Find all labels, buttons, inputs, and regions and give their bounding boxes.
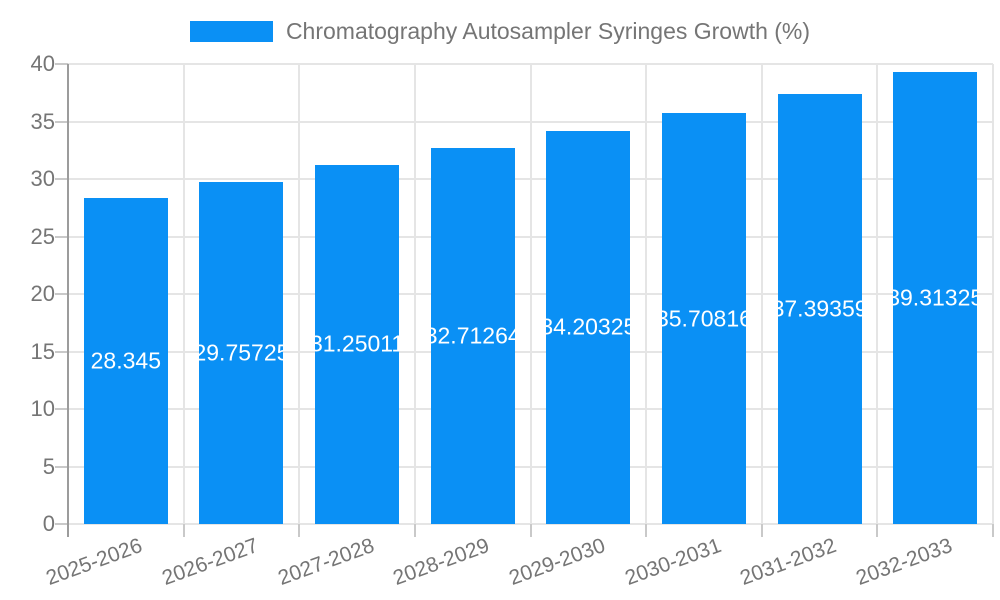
v-gridline xyxy=(645,64,648,524)
x-axis-tick xyxy=(645,524,648,537)
v-gridline xyxy=(876,64,879,524)
y-tick-label: 35 xyxy=(30,108,55,134)
y-axis-tick xyxy=(55,408,68,410)
x-tick-label: 2029-2030 xyxy=(505,534,609,590)
bar: 31.25011 xyxy=(315,164,400,524)
bar: 37.39359 xyxy=(777,93,862,524)
y-tick-label: 15 xyxy=(30,338,55,364)
bar-value-label: 32.71264 xyxy=(430,322,515,349)
chart-title: Chromatography Autosampler Syringes Grow… xyxy=(285,18,811,44)
y-axis-tick xyxy=(55,63,68,65)
bar: 28.345 xyxy=(83,198,168,524)
v-gridline xyxy=(413,64,416,524)
x-tick-label: 2028-2029 xyxy=(390,534,493,590)
bar-value-label: 35.70816 xyxy=(661,305,746,332)
y-axis-tick xyxy=(55,465,68,468)
bar: 32.71264 xyxy=(430,147,515,524)
y-tick-label: 5 xyxy=(42,453,55,479)
bar: 34.20325 xyxy=(546,130,631,524)
bar-value-label: 37.39359 xyxy=(777,295,862,322)
bar-value-label: 34.20325 xyxy=(546,313,631,340)
y-axis-tick xyxy=(55,235,68,238)
y-tick-label: 40 xyxy=(30,51,55,76)
y-axis-tick xyxy=(55,523,68,525)
y-axis-tick xyxy=(55,178,68,180)
x-axis-tick xyxy=(760,524,763,537)
x-tick-label: 2030-2031 xyxy=(621,534,724,590)
y-axis-tick xyxy=(55,120,68,123)
v-gridline xyxy=(298,64,301,524)
x-axis-tick xyxy=(413,524,416,537)
legend-swatch-icon xyxy=(189,21,273,42)
y-tick-label: 0 xyxy=(42,511,55,536)
y-tick-label: 20 xyxy=(30,281,55,306)
bar-value-label: 31.25011 xyxy=(315,330,400,357)
y-axis-tick xyxy=(55,293,68,295)
y-tick-label: 25 xyxy=(30,223,55,249)
y-axis-line xyxy=(67,64,69,537)
y-tick-label: 30 xyxy=(30,166,55,191)
x-axis-tick xyxy=(529,524,532,537)
bar: 39.31325 xyxy=(893,71,978,524)
v-gridline xyxy=(992,64,994,524)
v-gridline xyxy=(182,64,185,524)
x-tick-label: 2025-2026 xyxy=(43,534,146,590)
x-tick-label: 2032-2033 xyxy=(852,534,956,590)
bar-value-label: 29.75725 xyxy=(199,339,284,366)
bar: 35.70816 xyxy=(661,113,746,524)
x-tick-label: 2031-2032 xyxy=(737,534,840,590)
v-gridline xyxy=(760,64,763,524)
x-axis-tick xyxy=(182,524,185,537)
bar-value-label: 28.345 xyxy=(90,347,161,374)
x-tick-label: 2027-2028 xyxy=(274,534,377,590)
bar: 29.75725 xyxy=(199,181,284,524)
y-axis-tick xyxy=(55,350,68,353)
x-tick-label: 2026-2027 xyxy=(159,534,262,590)
bar-value-label: 39.31325 xyxy=(893,284,978,311)
x-axis-tick xyxy=(876,524,879,537)
x-axis-tick xyxy=(992,524,994,537)
x-axis-tick xyxy=(298,524,301,537)
v-gridline xyxy=(529,64,532,524)
chart-legend: Chromatography Autosampler Syringes Grow… xyxy=(0,18,1000,45)
y-tick-label: 10 xyxy=(30,396,55,421)
